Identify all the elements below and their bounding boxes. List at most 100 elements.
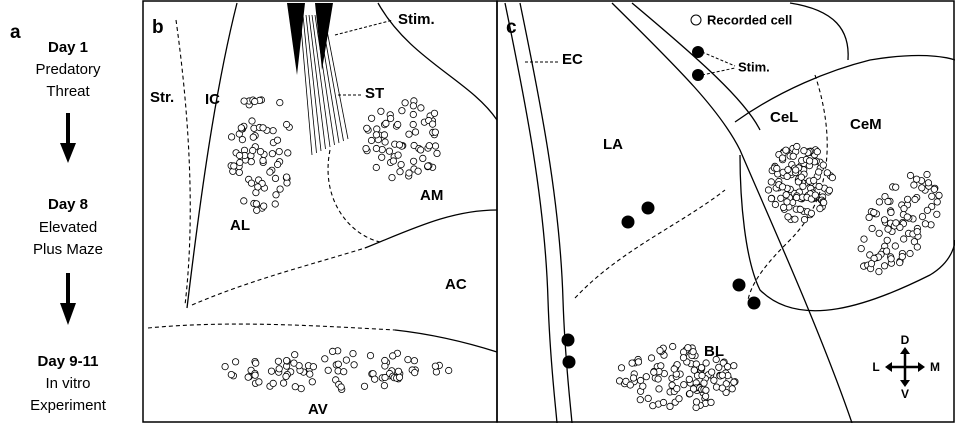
recorded-cell: [629, 360, 635, 366]
recorded-cell: [395, 368, 401, 374]
recorded-cell: [657, 347, 663, 353]
stim-label: Stim.: [738, 59, 770, 74]
step-day: Day 8: [48, 196, 88, 213]
recorded-cell: [432, 363, 438, 369]
recorded-cell: [425, 163, 431, 169]
recorded-cell: [406, 131, 412, 137]
recorded-cell: [919, 213, 925, 219]
stim-site: [642, 202, 655, 215]
recorded-cell: [648, 355, 654, 361]
recorded-cell: [241, 98, 247, 104]
step-text: Elevated: [39, 219, 97, 236]
recorded-cell: [248, 159, 254, 165]
recorded-cell: [691, 367, 697, 373]
recorded-cell: [693, 399, 699, 405]
recorded-cell: [785, 214, 791, 220]
recorded-cell: [637, 397, 643, 403]
recorded-cell: [703, 387, 709, 393]
recorded-cell: [406, 170, 412, 176]
region-label: ST: [365, 85, 384, 102]
leader: [702, 52, 735, 66]
region-label: EC: [562, 51, 583, 68]
recorded-cell: [256, 379, 262, 385]
recorded-cell: [901, 236, 907, 242]
boundary: [187, 3, 237, 308]
recorded-cell: [934, 199, 940, 205]
step-text: Predatory: [35, 61, 101, 78]
recorded-cell: [924, 171, 930, 177]
recorded-cell: [412, 369, 418, 375]
recorded-cell: [676, 396, 682, 402]
recorded-cell: [270, 128, 276, 134]
boundary: [148, 324, 395, 330]
compass-label: M: [930, 360, 940, 374]
recorded-cell: [283, 121, 289, 127]
recorded-cell: [390, 158, 396, 164]
recorded-cell: [383, 120, 389, 126]
compass-label: D: [901, 333, 910, 347]
recorded-cell: [446, 367, 452, 373]
stim-site: [622, 216, 635, 229]
step-text: Plus Maze: [33, 241, 103, 258]
recorded-cell: [686, 376, 692, 382]
stim-site: [562, 334, 575, 347]
recorded-cell: [285, 150, 291, 156]
recorded-cell: [373, 145, 379, 151]
panel-label: c: [506, 17, 517, 38]
recorded-cell: [618, 365, 624, 371]
recorded-cell: [829, 174, 835, 180]
arrow-head: [60, 143, 76, 163]
recorded-cell: [801, 216, 807, 222]
region-label: AM: [420, 187, 443, 204]
recorded-cell: [811, 177, 817, 183]
recorded-cell: [387, 115, 393, 121]
region-label: CeM: [850, 116, 882, 133]
recorded-cell: [382, 139, 388, 145]
recorded-cell: [255, 184, 261, 190]
recorded-cell: [248, 180, 254, 186]
recorded-cell: [871, 209, 877, 215]
recorded-cell: [350, 350, 356, 356]
recorded-cell: [410, 111, 416, 117]
recorded-cell: [719, 385, 725, 391]
recorded-cell: [325, 367, 331, 373]
recorded-cell: [816, 169, 822, 175]
recorded-cell: [364, 125, 370, 131]
recorded-cell: [253, 201, 259, 207]
stim-label: Stim.: [398, 11, 435, 28]
recorded-cell: [412, 129, 418, 135]
recorded-cell: [252, 98, 258, 104]
recorded-cell: [238, 125, 244, 131]
recorded-cell: [821, 199, 827, 205]
recorded-cell: [372, 376, 378, 382]
recorded-cell: [702, 393, 708, 399]
recorded-cell: [386, 148, 392, 154]
panel-label: a: [10, 22, 21, 43]
recorded-cell: [713, 356, 719, 362]
recorded-cell: [768, 195, 774, 201]
recorded-cell: [363, 145, 369, 151]
recorded-cell: [690, 349, 696, 355]
recorded-cell: [431, 110, 437, 116]
recorded-cell: [656, 386, 662, 392]
recorded-cell: [904, 196, 910, 202]
recorded-cell: [268, 368, 274, 374]
recorded-cell: [378, 108, 384, 114]
recorded-cell: [338, 384, 344, 390]
recorded-cell: [703, 360, 709, 366]
recorded-cell: [893, 220, 899, 226]
recorded-cell: [899, 253, 905, 259]
recorded-cell: [824, 170, 830, 176]
boundary: [176, 20, 190, 305]
region-label: Str.: [150, 89, 174, 106]
stim-site: [733, 279, 746, 292]
recorded-cell: [876, 230, 882, 236]
recorded-cell: [395, 121, 401, 127]
recorded-cell: [812, 192, 818, 198]
step-day: Day 9-11: [38, 353, 99, 370]
recorded-cell: [794, 143, 800, 149]
recorded-cell: [914, 244, 920, 250]
recorded-cell: [640, 383, 646, 389]
recorded-cell: [272, 175, 278, 181]
recorded-cell: [397, 169, 403, 175]
